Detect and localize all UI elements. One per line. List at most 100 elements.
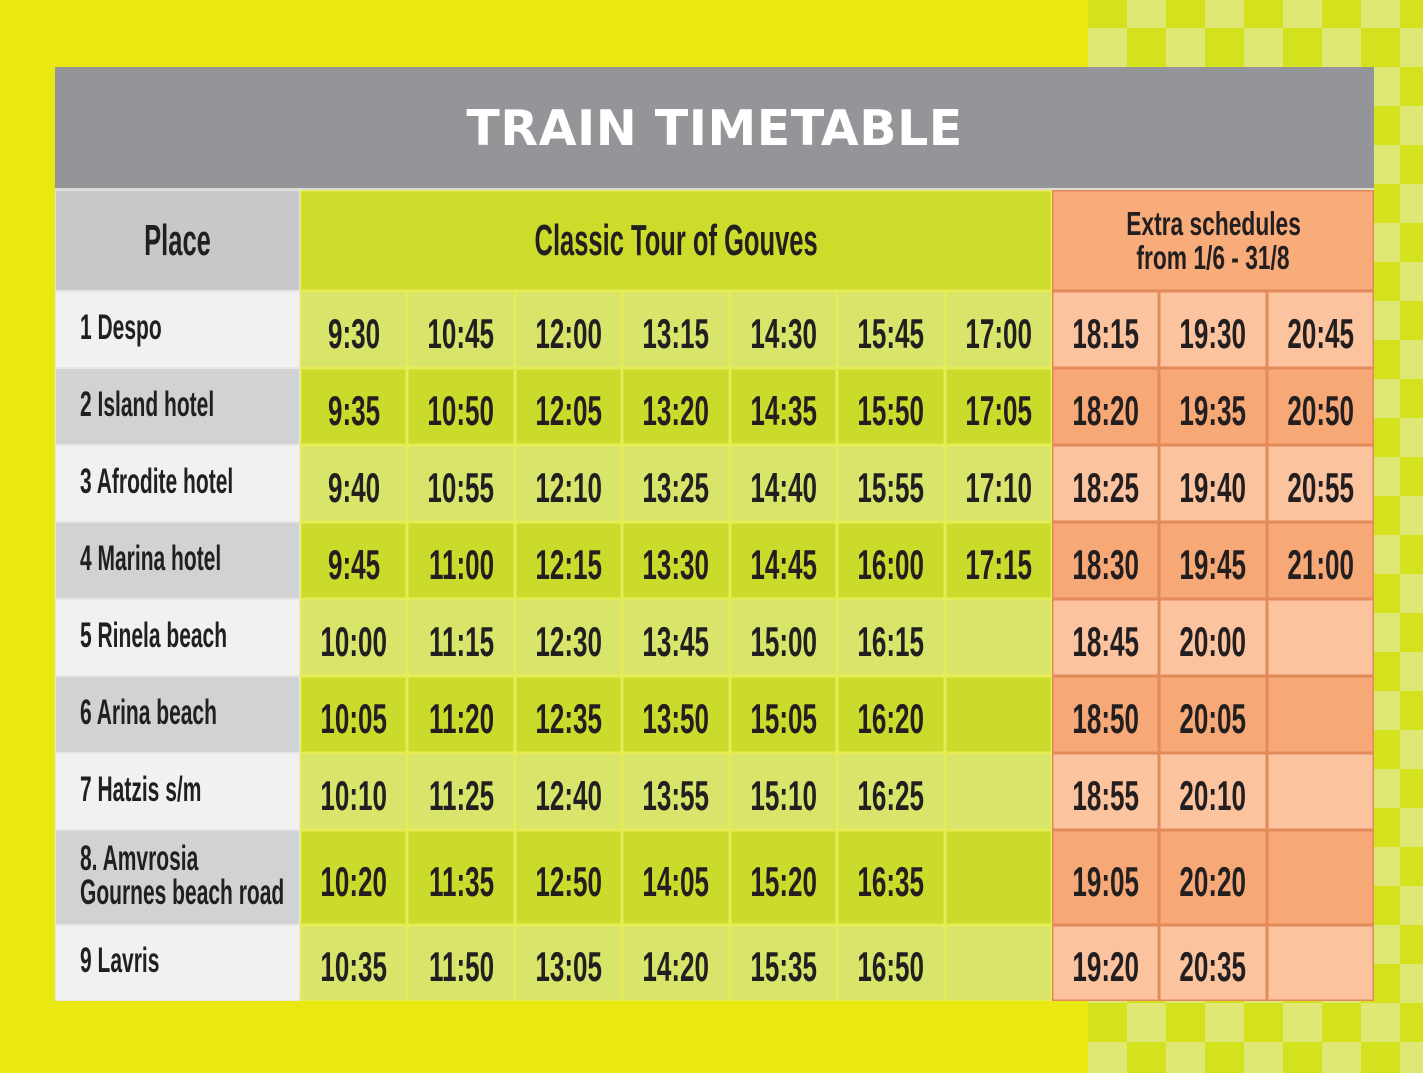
stop-name-line: 3 Afrodite hotel: [80, 461, 234, 501]
extra-departure-time: 20:10: [1179, 771, 1247, 819]
extra-departure-time: 18:25: [1072, 463, 1139, 511]
extra-time-cell: 21:00: [1266, 522, 1375, 599]
departure-time: 9:30: [327, 309, 380, 357]
extra-departure-time: 20:45: [1287, 309, 1354, 357]
departure-time: 12:15: [535, 540, 602, 588]
departure-time: 16:00: [857, 540, 925, 588]
departure-time: 14:35: [750, 386, 817, 434]
departure-time: 15:10: [750, 771, 817, 819]
departure-time: 13:30: [642, 540, 710, 588]
page-title: TRAIN TIMETABLE: [466, 100, 963, 157]
departure-time: 16:15: [857, 617, 925, 665]
extra-time-cell: 18:45: [1051, 599, 1160, 676]
classic-time-cell: 11:15: [407, 599, 515, 676]
departure-time: 14:05: [642, 857, 710, 905]
stop-name: 6 Arina beach: [80, 695, 308, 730]
classic-time-cell: 17:10: [944, 445, 1052, 522]
classic-time-cell: 13:15: [622, 291, 730, 368]
classic-time-cell: 14:35: [729, 368, 838, 445]
classic-time-cell: [944, 753, 1052, 830]
stop-name: 5 Rinela beach: [80, 618, 325, 653]
departure-time: 14:40: [750, 463, 817, 511]
departure-time: 14:45: [750, 540, 817, 588]
stop-name: 9 Lavris: [80, 941, 212, 980]
extra-time-cell: 19:05: [1051, 830, 1160, 925]
extra-departure-time: 20:55: [1287, 463, 1354, 511]
extra-time-cell: [1266, 830, 1375, 925]
classic-time-cell: [944, 676, 1052, 753]
departure-time: 10:10: [320, 771, 388, 819]
departure-time: 10:20: [320, 857, 388, 905]
departure-time: 14:30: [750, 309, 817, 357]
stop-cell: 5 Rinela beach: [55, 599, 300, 676]
departure-time: 13:50: [642, 694, 710, 742]
classic-time-cell: 15:05: [729, 676, 838, 753]
classic-time-cell: 16:50: [837, 925, 945, 1001]
header-extra-schedules: Extra schedules from 1/6 - 31/8: [1051, 190, 1375, 291]
classic-time-cell: 15:45: [837, 291, 945, 368]
extra-departure-time: 18:15: [1072, 309, 1139, 357]
classic-time-cell: 15:20: [729, 830, 838, 925]
departure-time: 16:20: [857, 694, 925, 742]
departure-time: 10:00: [320, 617, 388, 665]
extra-time-cell: 19:35: [1159, 368, 1267, 445]
classic-time-cell: 9:35: [300, 368, 408, 445]
extra-time-cell: 19:40: [1159, 445, 1267, 522]
classic-time-cell: 10:50: [407, 368, 515, 445]
extra-departure-time: 21:00: [1287, 540, 1354, 588]
departure-time: 11:35: [428, 857, 494, 905]
stop-cell: 1 Despo: [55, 291, 300, 368]
classic-time-cell: 10:05: [300, 676, 408, 753]
classic-time-cell: 14:20: [622, 925, 730, 1001]
stop-name-line: 1 Despo: [80, 307, 162, 347]
extra-time-cell: 18:55: [1051, 753, 1160, 830]
stop-name-line: 8. Amvrosia: [80, 838, 199, 878]
departure-time: 11:25: [428, 771, 494, 819]
classic-time-cell: 9:40: [300, 445, 408, 522]
extra-time-cell: 18:30: [1051, 522, 1160, 599]
classic-time-cell: 9:30: [300, 291, 408, 368]
stop-name-line: 7 Hatzis s/m: [80, 769, 202, 809]
extra-departure-time: 20:05: [1179, 694, 1247, 742]
classic-time-cell: 10:55: [407, 445, 515, 522]
departure-time: 12:35: [535, 694, 602, 742]
classic-time-cell: 13:55: [622, 753, 730, 830]
departure-time: 10:55: [427, 463, 495, 511]
classic-time-cell: 15:00: [729, 599, 838, 676]
departure-time: 11:20: [428, 694, 494, 742]
departure-time: 12:05: [535, 386, 602, 434]
classic-time-cell: 9:45: [300, 522, 408, 599]
classic-time-cell: 13:25: [622, 445, 730, 522]
departure-time: 16:35: [857, 857, 925, 905]
classic-time-cell: 12:35: [514, 676, 623, 753]
classic-time-cell: 14:45: [729, 522, 838, 599]
departure-time: 9:45: [327, 540, 380, 588]
classic-time-cell: 13:05: [514, 925, 623, 1001]
stop-name: 1 Despo: [80, 307, 216, 347]
extra-time-cell: 19:20: [1051, 925, 1160, 1001]
classic-time-cell: 13:30: [622, 522, 730, 599]
extra-time-cell: 20:35: [1159, 925, 1267, 1001]
stop-name-line: 9 Lavris: [80, 941, 160, 980]
classic-time-cell: 12:40: [514, 753, 623, 830]
extra-departure-time: 18:55: [1072, 771, 1139, 819]
extra-departure-time: 18:30: [1072, 540, 1139, 588]
stop-cell: 7 Hatzis s/m: [55, 753, 300, 830]
departure-time: 17:00: [964, 309, 1032, 357]
classic-time-cell: 15:50: [837, 368, 945, 445]
departure-time: 9:40: [327, 463, 380, 511]
classic-time-cell: 15:10: [729, 753, 838, 830]
extra-time-cell: 20:55: [1266, 445, 1375, 522]
classic-time-cell: 10:45: [407, 291, 515, 368]
departure-time: 15:35: [750, 943, 817, 990]
extra-time-cell: [1266, 925, 1375, 1001]
extra-departure-time: 19:35: [1179, 386, 1247, 434]
classic-time-cell: 17:00: [944, 291, 1052, 368]
departure-time: 12:50: [535, 857, 602, 905]
classic-time-cell: 17:05: [944, 368, 1052, 445]
extra-time-cell: 19:45: [1159, 522, 1267, 599]
departure-time: 13:20: [642, 386, 710, 434]
extra-departure-time: 19:45: [1179, 540, 1247, 588]
header-classic-tour-label: Classic Tour of Gouves: [534, 215, 818, 265]
extra-time-cell: 18:15: [1051, 291, 1160, 368]
